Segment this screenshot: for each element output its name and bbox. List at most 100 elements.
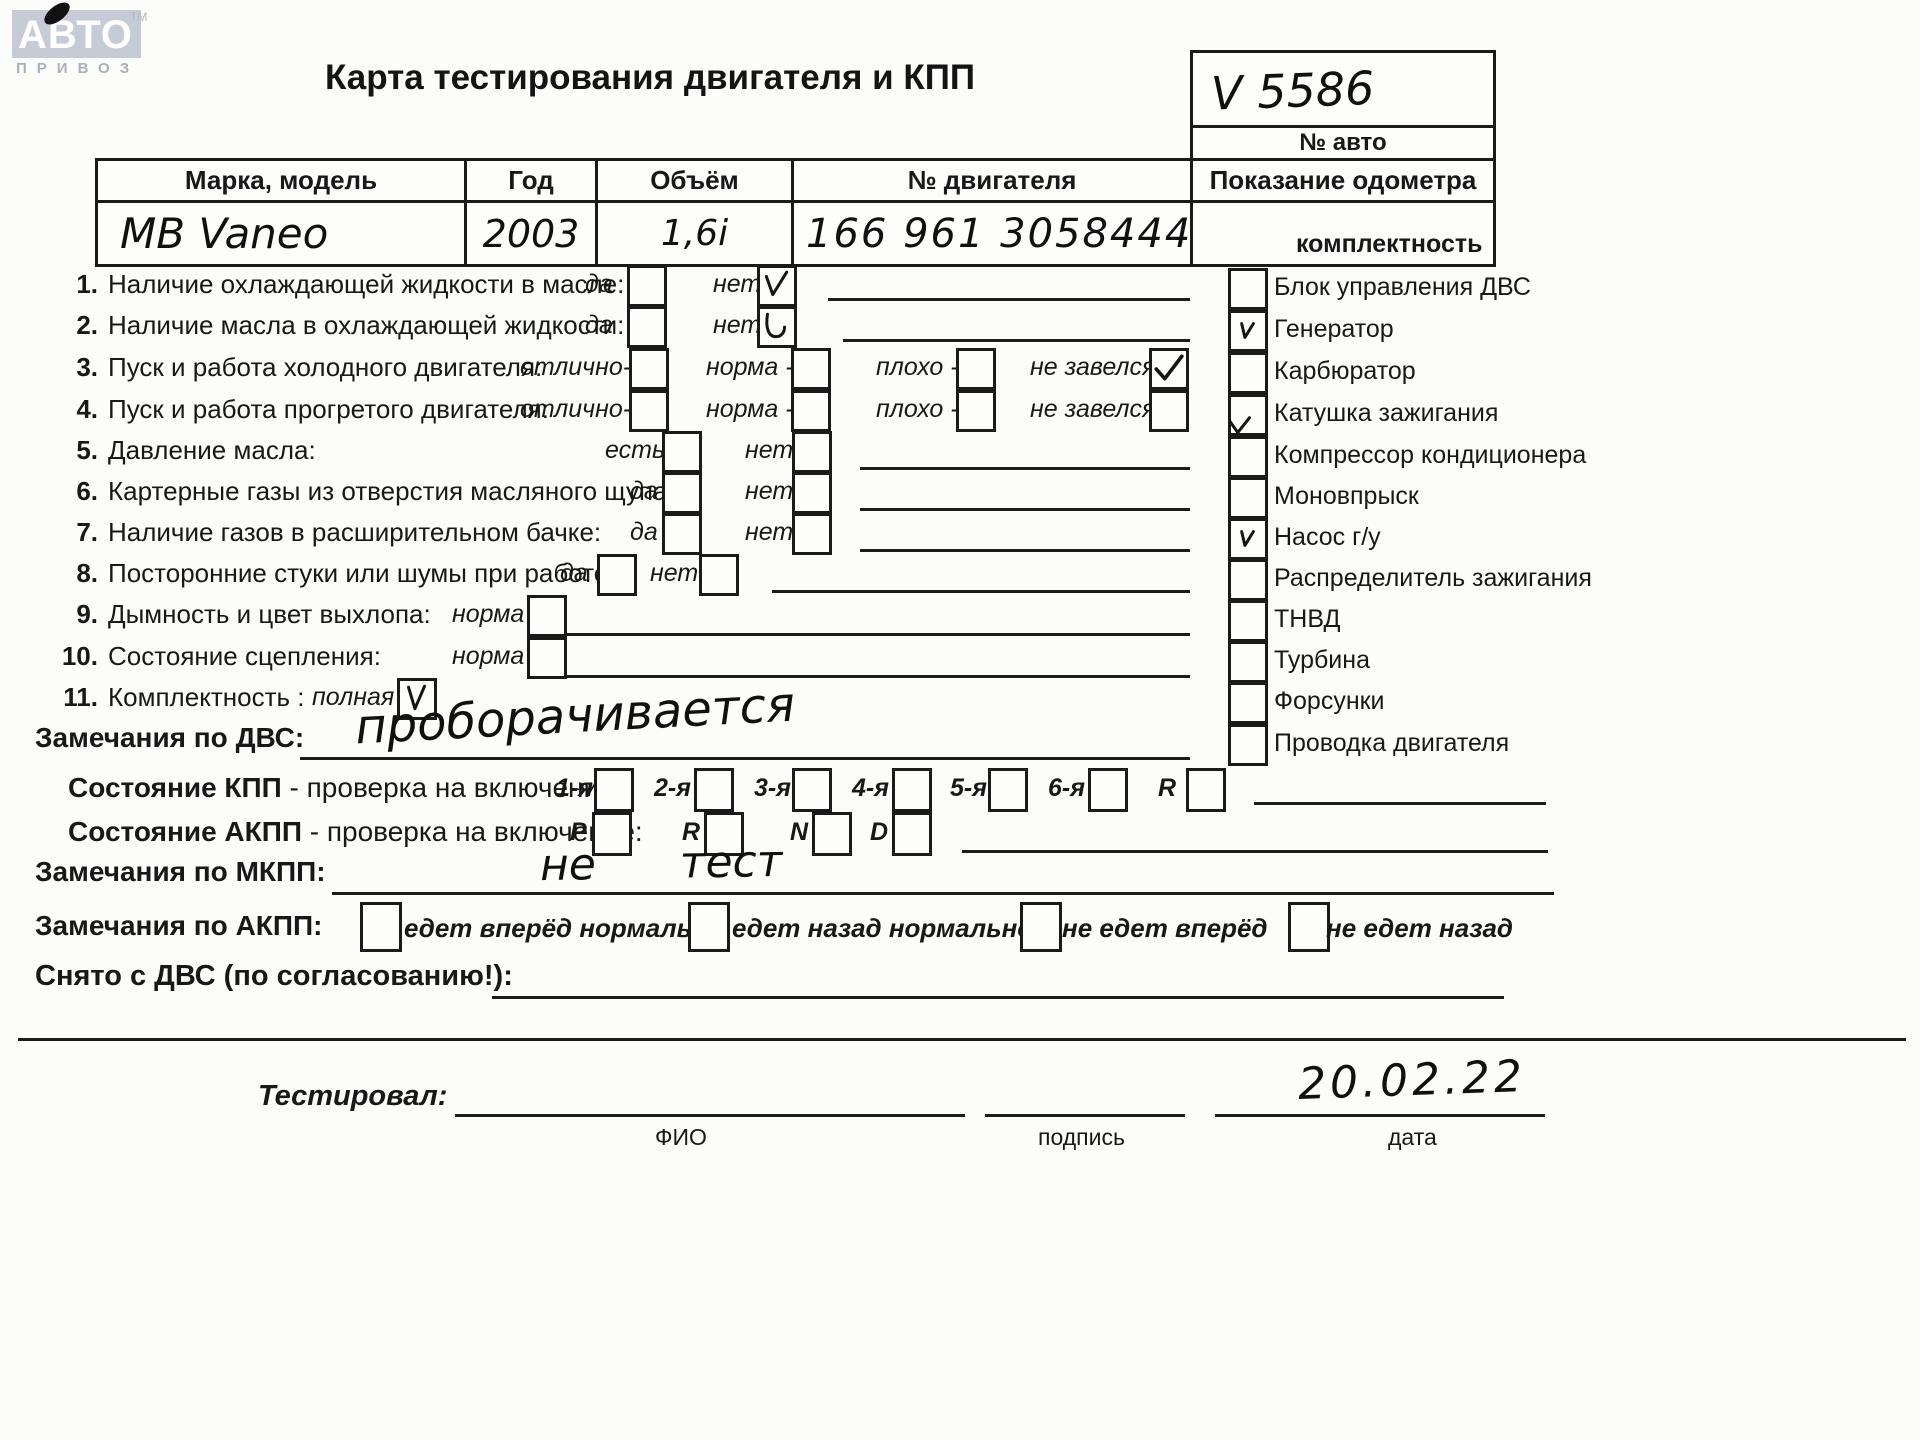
option-label: нет — [745, 518, 794, 546]
section-divider — [18, 1038, 1906, 1041]
gear-label: 4-я — [852, 774, 889, 802]
date-line — [1215, 1114, 1545, 1117]
checkbox — [694, 768, 734, 812]
checkbox — [1228, 518, 1268, 560]
col-header-engine-number: № двигателя — [791, 161, 1190, 200]
checkbox — [792, 513, 832, 555]
check-row-3: 3. Пуск и работа холодного двигателя: от… — [0, 348, 1920, 390]
date-label: дата — [1388, 1124, 1437, 1150]
completeness-item-label: Распределитель зажигания — [1274, 564, 1592, 592]
checkbox — [688, 902, 730, 952]
row-number: 1. — [76, 269, 98, 299]
fio-label: ФИО — [655, 1124, 707, 1150]
check-row-2: 2. Наличие масла в охлаждающей жидкости:… — [0, 306, 1920, 348]
car-number-box: V 5586 № авто — [1190, 50, 1496, 158]
logo-brand: АВТО — [12, 10, 141, 58]
checkbox — [792, 431, 832, 473]
checkbox — [1288, 902, 1330, 952]
fill-line — [843, 339, 1190, 342]
fill-line — [828, 298, 1190, 301]
completeness-item-label: ТНВД — [1274, 605, 1341, 633]
checkbox — [704, 812, 744, 856]
option-label: отлично- — [520, 395, 632, 423]
fill-line — [332, 892, 1554, 895]
row-number: 10. — [61, 641, 98, 671]
checkbox — [592, 812, 632, 856]
tested-by-label: Тестировал: — [258, 1080, 448, 1112]
checkbox — [757, 265, 797, 307]
fill-line — [772, 590, 1190, 593]
completeness-item-label: Генератор — [1274, 315, 1394, 343]
option-label: отлично- — [520, 353, 632, 381]
check-row-9: 9. Дымность и цвет выхлопа: норма — [0, 595, 1920, 637]
gear-label: 3-я — [754, 774, 791, 802]
checkbox — [662, 472, 702, 514]
checkbox — [792, 768, 832, 812]
checkbox — [1228, 641, 1268, 683]
col-header-volume: Объём — [595, 161, 791, 200]
row-label: Дымность и цвет выхлопа: — [108, 599, 431, 629]
mkpp-remarks-value: не тест — [539, 835, 783, 892]
option-label: плохо - — [876, 395, 959, 423]
col-header-make-model: Марка, модель — [184, 165, 378, 195]
value-make-model: MB Vaneo — [98, 200, 464, 264]
completeness-item-label: Проводка двигателя — [1274, 729, 1510, 757]
row-label: Давление масла: — [108, 435, 316, 465]
row-number: 8. — [76, 558, 98, 588]
check-row-1: 1. Наличие охлаждающей жидкости в масле:… — [0, 265, 1920, 307]
removed-dvs-label: Снято с ДВС (по согласованию!): — [35, 960, 513, 992]
row-label: Посторонние стуки или шумы при работе: — [108, 558, 616, 588]
checkbox — [594, 768, 634, 812]
akpp-option-label: не едет назад — [1326, 913, 1514, 943]
checkbox — [397, 678, 437, 720]
checkbox — [1228, 600, 1268, 642]
check-row-8: 8. Посторонние стуки или шумы при работе… — [0, 554, 1920, 596]
checkbox — [662, 513, 702, 555]
checkbox — [988, 768, 1028, 812]
row-label: Комплектность : — [108, 682, 305, 712]
option-label: да — [630, 518, 658, 546]
completeness-item: Проводка двигателя — [1228, 724, 1918, 766]
fill-line — [300, 757, 1190, 760]
checkbox — [629, 348, 669, 390]
vehicle-table: Марка, модель Год Объём № двигателя Пока… — [95, 158, 1496, 267]
value-volume: 1,6i — [595, 200, 791, 264]
row-label: Картерные газы из отверстия масляного щу… — [108, 476, 675, 506]
option-label: да — [585, 311, 613, 339]
akpp-label: Состояние АКПП - проверка на включение: — [68, 816, 643, 847]
signature-label: подпись — [1038, 1124, 1125, 1150]
checkbox — [812, 812, 852, 856]
completeness-item-label: Турбина — [1274, 646, 1370, 674]
col-header-year: Год — [464, 161, 595, 200]
gear-label: R — [682, 818, 701, 846]
checkbox — [662, 431, 702, 473]
option-label: да — [630, 477, 658, 505]
option-label: нет — [713, 270, 762, 298]
fill-line — [492, 996, 1504, 999]
signature-line — [985, 1114, 1185, 1117]
row-label: Пуск и работа прогретого двигателя: — [108, 394, 549, 424]
car-number-label: № авто — [1193, 125, 1493, 158]
completeness-item-label: Карбюратор — [1274, 357, 1416, 385]
value-year: 2003 — [464, 200, 595, 264]
gear-label: 1-я — [556, 774, 593, 802]
row-number: 4. — [76, 394, 98, 424]
checkbox — [892, 768, 932, 812]
completeness-title: комплектность — [1296, 230, 1483, 258]
check-row-7: 7. Наличие газов в расширительном бачке:… — [0, 513, 1920, 555]
avtoprivoz-logo: АВТО TM ПРИВОЗ — [12, 0, 162, 77]
checkbox — [1186, 768, 1226, 812]
row-number: 9. — [76, 599, 98, 629]
akpp-option-label: едет назад нормально — [732, 913, 1034, 943]
row-label: Наличие газов в расширительном бачке: — [108, 517, 602, 547]
page-title: Карта тестирования двигателя и КПП — [324, 58, 976, 97]
fill-line — [860, 549, 1190, 552]
fill-line — [860, 467, 1190, 470]
checkbox — [757, 306, 797, 348]
akpp-remarks-row: Замечания по АКПП: едет вперёд нормально… — [0, 902, 1920, 952]
dvs-remarks-label: Замечания по ДВС: — [35, 722, 305, 753]
completeness-item: Генератор — [1228, 310, 1918, 352]
gear-label: P — [570, 818, 587, 846]
checkbox — [1228, 724, 1268, 766]
